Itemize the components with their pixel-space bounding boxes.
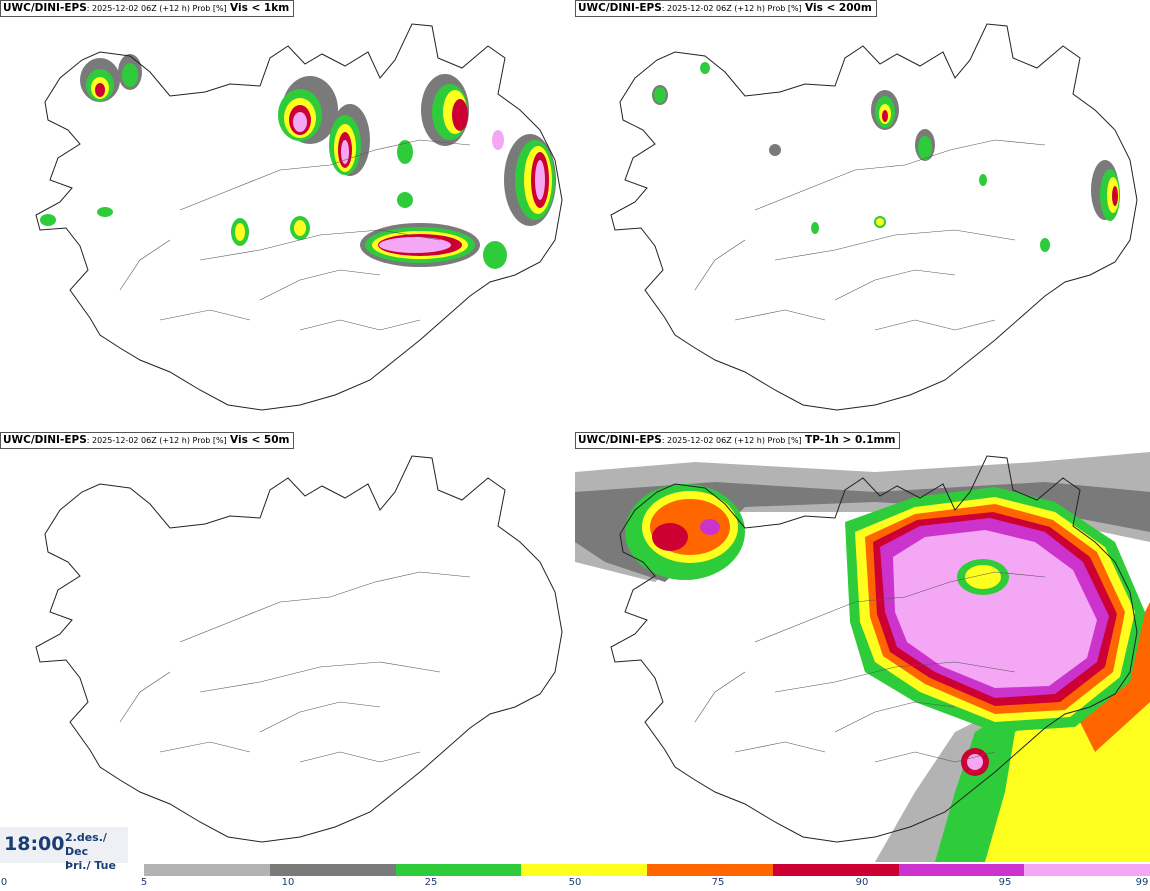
probability-blobs <box>652 62 1120 252</box>
colorbar-tick-label: 50 <box>568 877 582 888</box>
colorbar-ticks: 0 5 10 25 50 75 90 95 99 <box>0 877 1150 891</box>
variable-name: Vis < 50m <box>230 434 290 446</box>
colorbar-swatch <box>269 864 396 876</box>
iceland-map <box>610 23 1138 411</box>
colorbar-swatch <box>647 864 773 876</box>
valid-time-box: 18:00 2.des./ Dec Þri./ Tue <box>0 827 128 872</box>
model-name: UWC/DINI-EPS <box>578 434 662 446</box>
valid-date-label: 2.des./ Dec <box>65 831 107 858</box>
colorbar-swatch <box>521 864 647 876</box>
colorbar-tick-label: 75 <box>711 877 725 888</box>
run-info: : 2025-12-02 06Z (+12 h) Prob [%] <box>661 4 802 13</box>
iceland-map <box>35 23 563 411</box>
colorbar-swatch <box>395 864 522 876</box>
probability-colorbar <box>144 864 1150 876</box>
map-panel-vis-50m: UWC/DINI-EPS: 2025-12-02 06Z (+12 h) Pro… <box>0 432 575 862</box>
valid-weekday-label: Þri./ Tue <box>65 859 116 872</box>
model-name: UWC/DINI-EPS <box>578 2 662 14</box>
colorbar-swatch <box>772 864 899 876</box>
colorbar-tick-label: 90 <box>855 877 869 888</box>
variable-name: Vis < 1km <box>230 2 290 14</box>
panel-title: UWC/DINI-EPS: 2025-12-02 06Z (+12 h) Pro… <box>575 0 877 17</box>
colorbar-tick-label: 5 <box>140 877 148 888</box>
valid-time-clock: 18:00 <box>4 833 65 855</box>
panel-title: UWC/DINI-EPS: 2025-12-02 06Z (+12 h) Pro… <box>0 0 295 17</box>
variable-name: Vis < 200m <box>805 2 872 14</box>
panel-title: UWC/DINI-EPS: 2025-12-02 06Z (+12 h) Pro… <box>575 432 901 449</box>
map-panel-precip: UWC/DINI-EPS: 2025-12-02 06Z (+12 h) Pro… <box>575 432 1150 862</box>
map-panel-vis-200m: UWC/DINI-EPS: 2025-12-02 06Z (+12 h) Pro… <box>575 0 1150 430</box>
run-info: : 2025-12-02 06Z (+12 h) Prob [%] <box>86 436 227 445</box>
variable-name: TP-1h > 0.1mm <box>805 434 896 446</box>
run-info: : 2025-12-02 06Z (+12 h) Prob [%] <box>661 436 802 445</box>
colorbar-swatch <box>1024 864 1150 876</box>
model-name: UWC/DINI-EPS <box>3 2 87 14</box>
colorbar-tick-label: 10 <box>281 877 295 888</box>
colorbar-tick-label: 99 <box>1135 877 1149 888</box>
colorbar-tick-label: 25 <box>424 877 438 888</box>
colorbar-tick-label: 95 <box>998 877 1012 888</box>
probability-blobs <box>40 54 556 269</box>
run-info: : 2025-12-02 06Z (+12 h) Prob [%] <box>86 4 227 13</box>
probability-blobs <box>575 452 1150 862</box>
iceland-map <box>35 455 563 843</box>
colorbar-swatch <box>144 864 270 876</box>
map-panel-vis-1km: UWC/DINI-EPS: 2025-12-02 06Z (+12 h) Pro… <box>0 0 575 430</box>
panel-title: UWC/DINI-EPS: 2025-12-02 06Z (+12 h) Pro… <box>0 432 295 449</box>
colorbar-tick-label: 0 <box>0 877 8 888</box>
valid-time-date: 2.des./ Dec Þri./ Tue <box>65 831 128 873</box>
colorbar-swatch <box>898 864 1025 876</box>
iceland-map <box>575 452 1150 862</box>
model-name: UWC/DINI-EPS <box>3 434 87 446</box>
